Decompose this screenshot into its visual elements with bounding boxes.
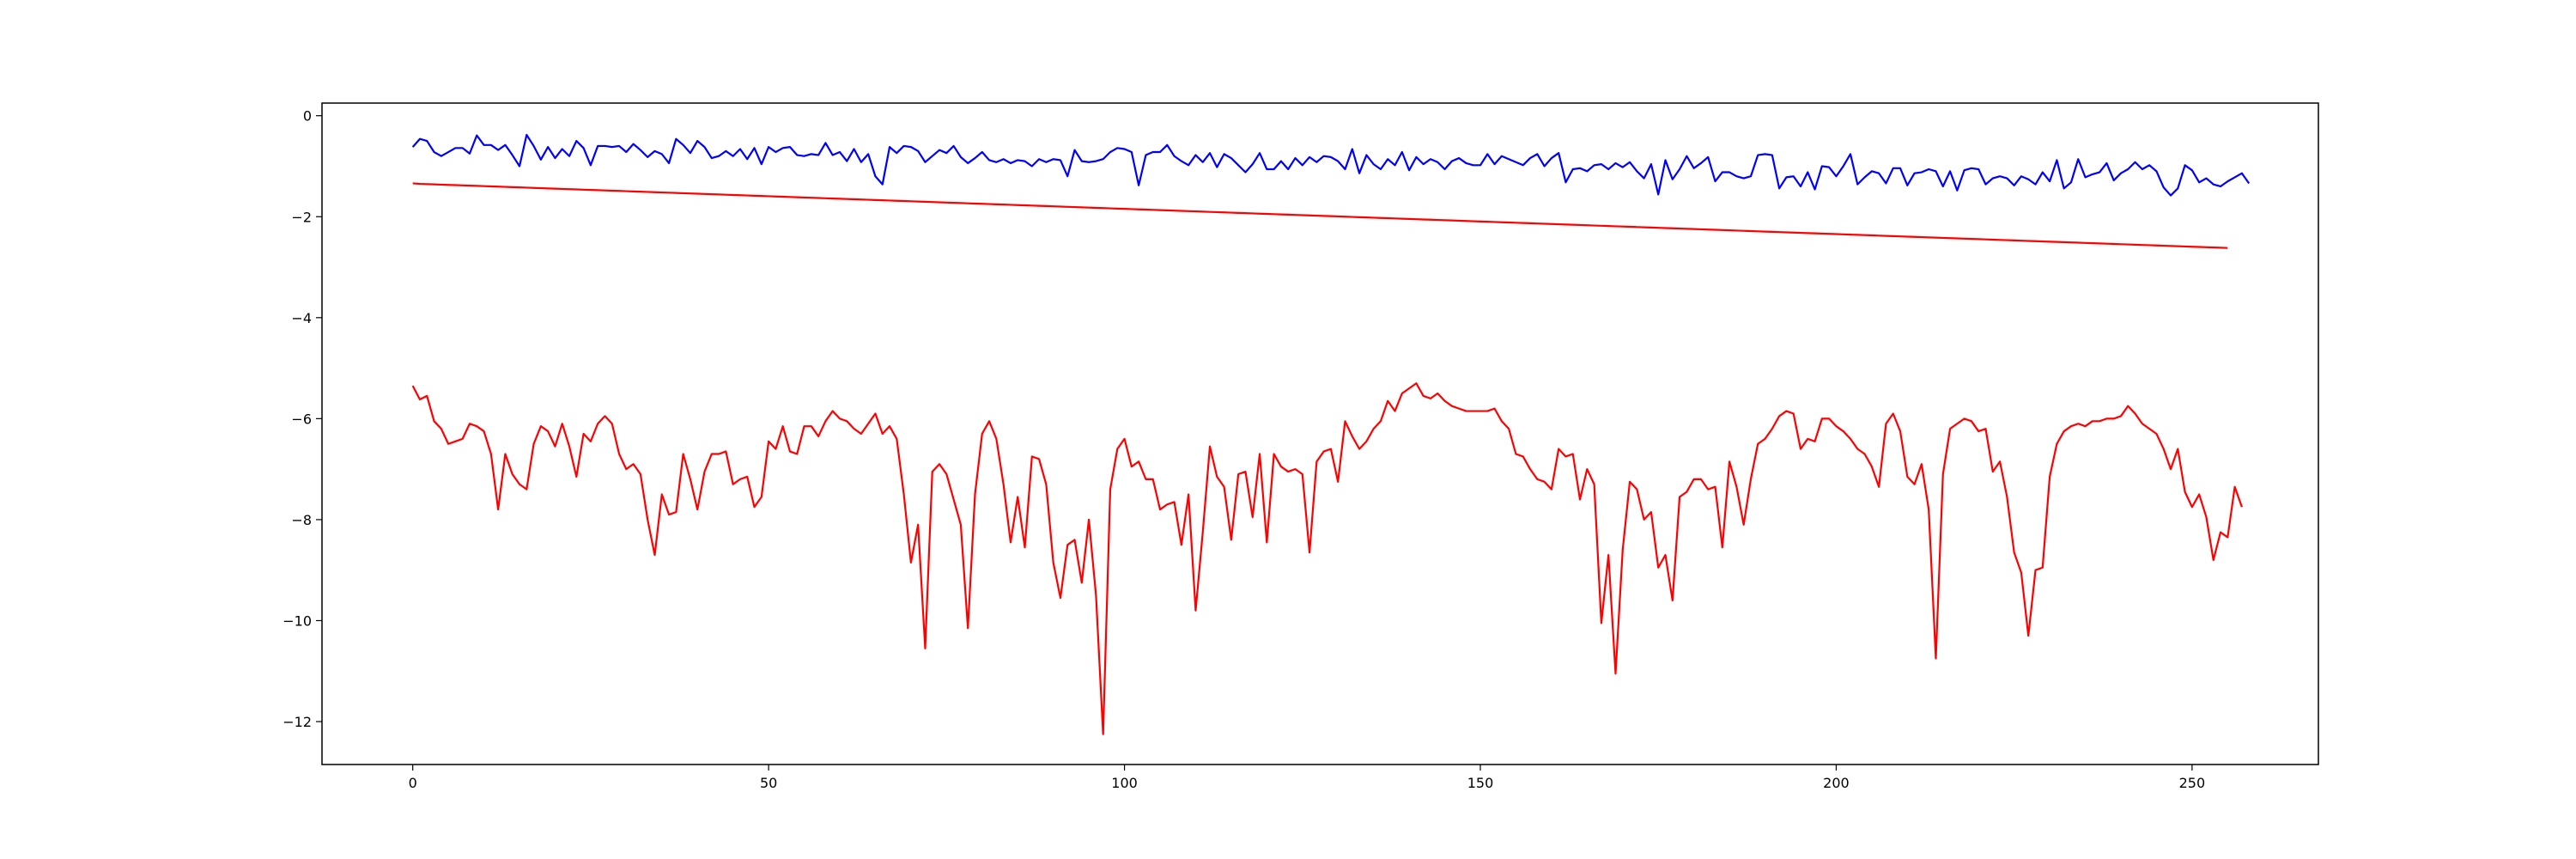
x-tick-label: 200 xyxy=(1823,775,1850,791)
x-tick-label: 150 xyxy=(1467,775,1494,791)
y-tick-label: −4 xyxy=(291,310,312,326)
y-tick-label: −2 xyxy=(291,209,312,225)
x-tick-label: 100 xyxy=(1111,775,1138,791)
plot-frame xyxy=(321,102,2319,765)
y-tick-label: −6 xyxy=(291,411,312,427)
y-axis: 0 −2 −4 −6 −8 −10 −12 xyxy=(283,108,322,730)
y-tick-label: −10 xyxy=(283,612,312,629)
x-tick-label: 250 xyxy=(2179,775,2206,791)
y-tick-label: 0 xyxy=(303,108,312,125)
series-line-2 xyxy=(412,182,2228,249)
x-tick-label: 50 xyxy=(760,775,777,791)
y-tick-label: −8 xyxy=(291,512,312,528)
x-axis: 0 50 100 150 200 250 xyxy=(409,765,2206,791)
x-tick-label: 0 xyxy=(409,775,417,791)
series-line-3 xyxy=(411,382,2243,735)
series-layer xyxy=(411,133,2251,735)
y-tick-label: −12 xyxy=(283,714,312,730)
series-line-1 xyxy=(411,133,2251,197)
